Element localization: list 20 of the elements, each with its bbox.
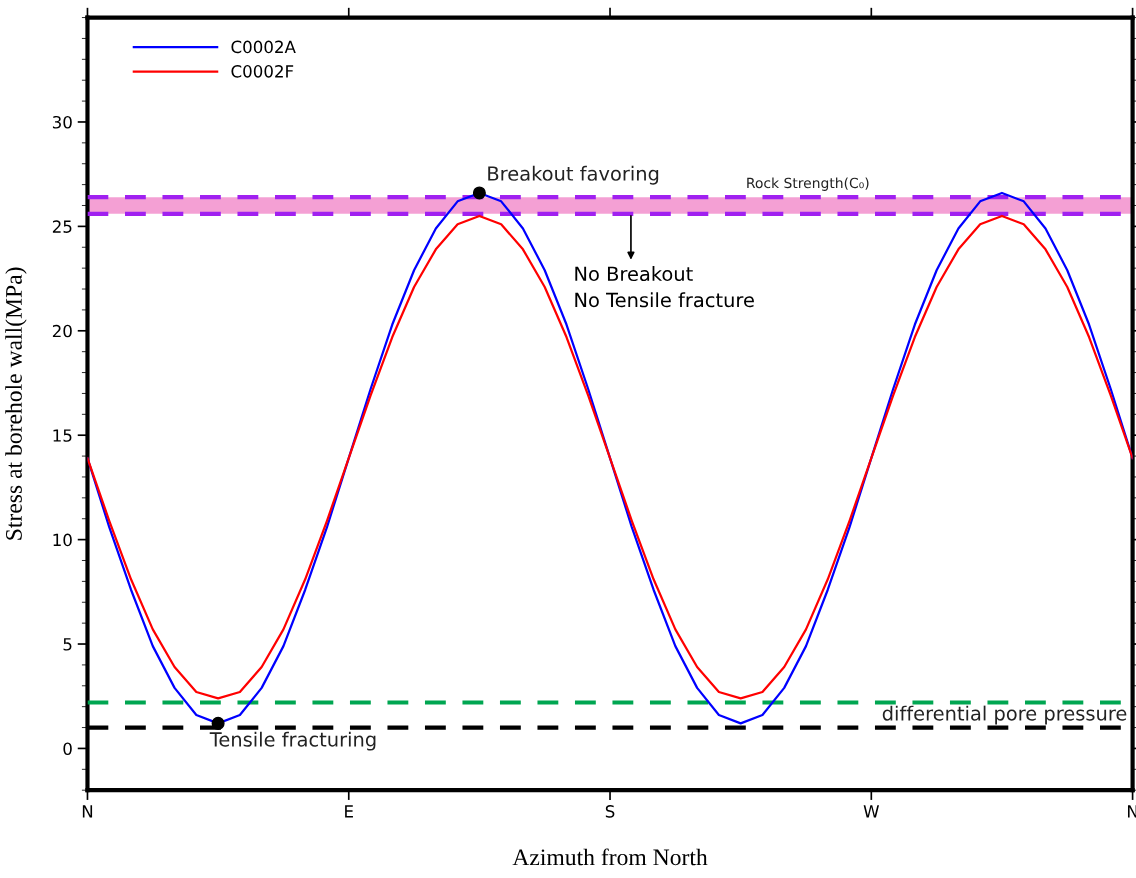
band-label: Rock Strength(C₀) — [747, 177, 869, 191]
y-tick-label: 25 — [52, 220, 72, 233]
x-tick-label: N — [82, 805, 93, 818]
y-axis-title: Stress at borehole wall(MPa) — [5, 267, 27, 540]
legend-label: C0002A — [231, 40, 296, 54]
y-tick-label: 0 — [63, 742, 72, 755]
x-tick-label: E — [345, 805, 353, 818]
legend-label: C0002F — [231, 65, 294, 78]
y-tick-label: 10 — [53, 533, 72, 547]
y-tick-label: 5 — [63, 638, 72, 651]
annotation: Tensile fracturing — [209, 731, 376, 751]
x-tick-label: S — [605, 805, 615, 818]
x-tick-label: W — [863, 805, 880, 818]
annotation: No Breakout No Tensile fracture — [575, 266, 754, 308]
y-tick-label: 20 — [52, 324, 72, 338]
y-tick-label: 30 — [52, 115, 72, 129]
y-tick-label: 15 — [53, 429, 72, 442]
x-axis-title: Azimuth from North — [512, 848, 708, 866]
annotation: Breakout favoring — [488, 165, 659, 185]
ref-line-label: differential pore pressure — [882, 705, 1127, 725]
